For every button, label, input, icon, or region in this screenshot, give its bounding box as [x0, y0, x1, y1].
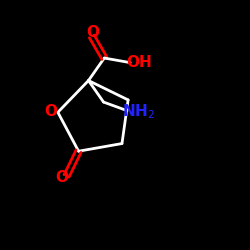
Text: O: O — [44, 104, 57, 118]
Text: OH: OH — [126, 54, 152, 70]
Text: O: O — [56, 170, 68, 185]
Text: NH$_2$: NH$_2$ — [122, 102, 155, 121]
Text: O: O — [86, 25, 100, 40]
